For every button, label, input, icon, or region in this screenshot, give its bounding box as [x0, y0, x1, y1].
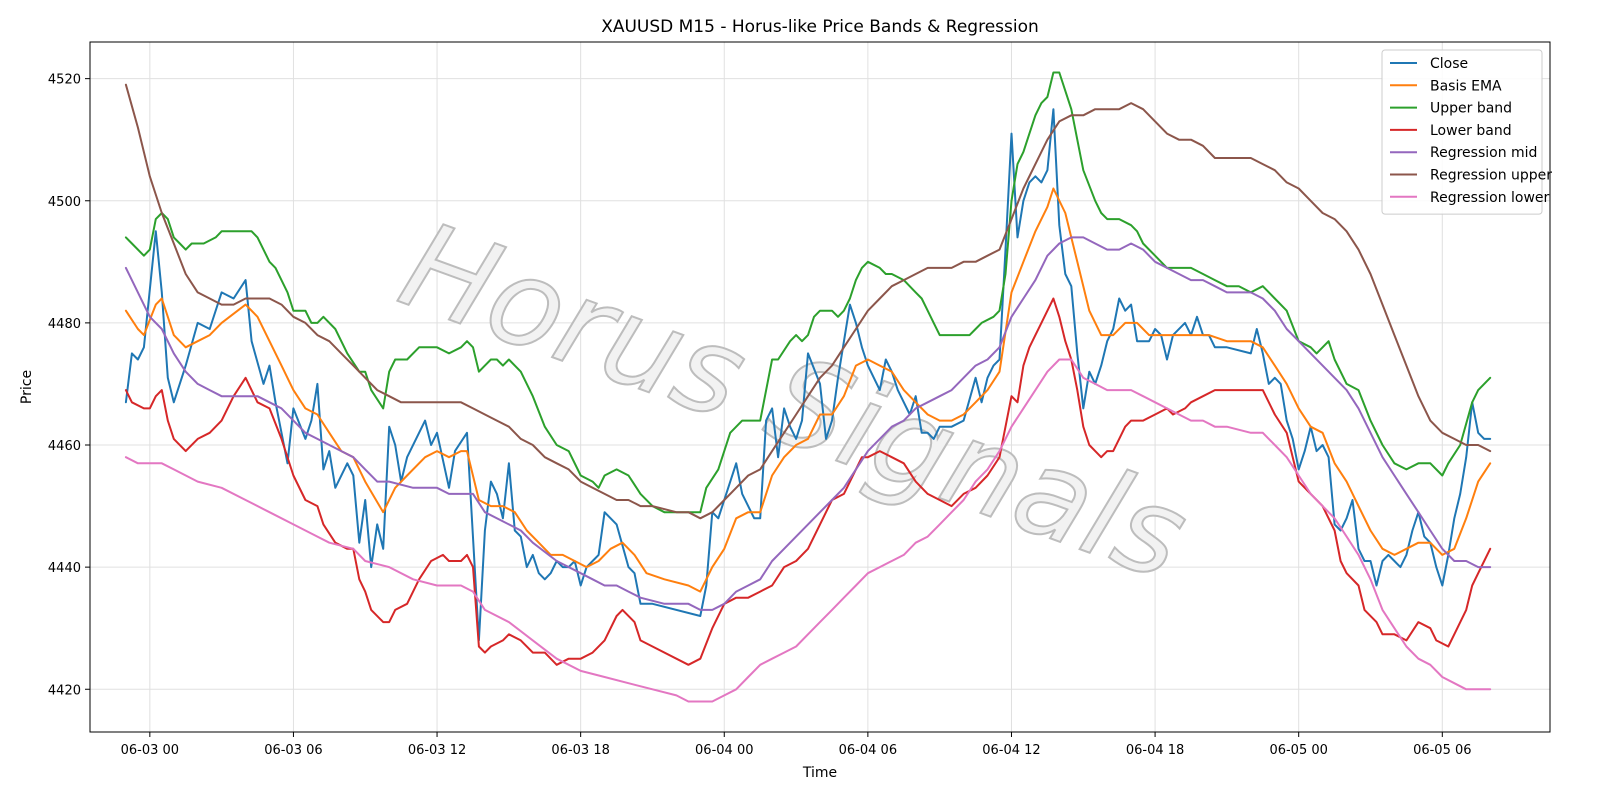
legend-label-upper-band: Upper band — [1430, 101, 1512, 117]
series-line-upper-band — [124, 71, 1492, 514]
x-tick-label: 06-04 00 — [695, 743, 753, 758]
x-tick-label: 06-05 00 — [1269, 743, 1327, 758]
series-line-regression-upper — [124, 83, 1492, 520]
legend-label-regression-mid: Regression mid — [1430, 145, 1537, 161]
chart-title: XAUUSD M15 - Horus-like Price Bands & Re… — [601, 17, 1039, 37]
y-tick-label: 4480 — [48, 317, 81, 332]
legend-label-lower-band: Lower band — [1430, 123, 1512, 139]
series-line-close — [124, 108, 1492, 642]
y-tick-label: 4520 — [48, 73, 81, 88]
x-axis-title: Time — [802, 765, 837, 781]
legend: Close Basis EMA Upper band Lower band Regres… — [1381, 49, 1552, 215]
plot-frame — [89, 41, 1551, 733]
y-tick-label: 4500 — [48, 195, 81, 210]
series-line-regression-mid — [124, 236, 1492, 611]
x-tick-label: 06-04 18 — [1126, 743, 1184, 758]
x-tick-label: 06-03 00 — [121, 743, 179, 758]
series-line-regression-lower — [124, 358, 1492, 703]
x-tick-label: 06-03 06 — [264, 743, 322, 758]
legend-label-basis-ema: Basis EMA — [1430, 78, 1502, 94]
x-axis-ticks: 06-03 00 06-03 06 06-03 12 06-03 18 06-04 00… — [121, 732, 1472, 758]
y-axis-title: Price — [19, 370, 35, 404]
x-tick-label: 06-04 06 — [839, 743, 897, 758]
series-lines — [124, 71, 1492, 703]
x-tick-label: 06-04 12 — [982, 743, 1040, 758]
y-tick-label: 4440 — [48, 561, 81, 576]
legend-label-close: Close — [1430, 56, 1468, 72]
legend-label-regression-upper: Regression upper — [1430, 168, 1552, 184]
x-tick-label: 06-03 12 — [408, 743, 466, 758]
y-tick-label: 4420 — [48, 683, 81, 698]
y-axis-ticks: 4420 4440 4460 4480 4500 4520 — [48, 73, 90, 698]
series-line-lower-band — [124, 297, 1492, 666]
x-tick-label: 06-03 18 — [551, 743, 609, 758]
legend-box — [1381, 49, 1543, 215]
x-tick-label: 06-05 06 — [1413, 743, 1471, 758]
grid — [90, 42, 1550, 732]
legend-label-regression-lower: Regression lower — [1430, 190, 1550, 206]
y-tick-label: 4460 — [48, 439, 81, 454]
